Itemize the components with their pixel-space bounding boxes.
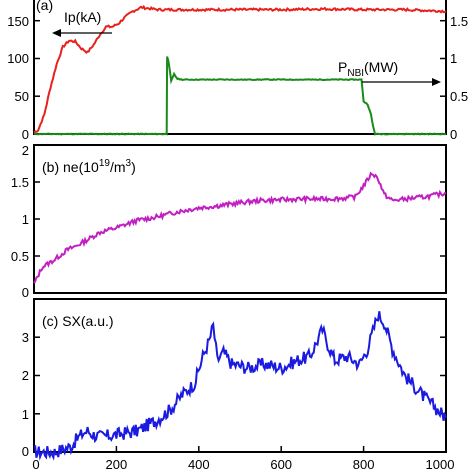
x-tick-label: 200 [106,457,128,472]
panel-c: (c) SX(a.u.) 0 1 2 3 0 200 400 600 800 1… [22,298,454,472]
panel-c-label: (c) SX(a.u.) [42,313,114,329]
pnbi-annotation: PNBI(MW) [338,59,441,86]
y-tick-label: 0 [22,444,29,459]
y-tick-label: 2 [22,143,29,158]
panel-c-y-ticks: 0 1 2 3 [22,330,446,459]
y-tick-label: 1.5 [11,175,29,190]
sx-series-line [33,311,447,461]
x-tick-label: 400 [188,457,210,472]
ne-label-main: ne(10 [63,159,99,175]
y-right-tick-label: 1.5 [450,14,468,29]
panel-b-tag: (b) [42,159,59,175]
pnbi-label-sub: NBI [347,68,364,79]
ne-label-sup1: 19 [99,158,111,169]
ip-label: Ip(kA) [64,9,101,25]
ne-series-line [33,171,446,284]
pnbi-series-line [33,56,447,136]
panel-a-frame [33,0,447,135]
ip-arrow-head [52,29,61,37]
panel-a: (a) 0 50 100 150 0 0.5 1 1.5 Ip(kA) [7,0,468,142]
pnbi-label: PNBI(MW) [338,59,398,79]
y-tick-label: 150 [7,14,29,29]
x-tick-label: 1000 [426,457,455,472]
pnbi-arrow-head [432,78,441,86]
x-axis-ticks: 0 200 400 600 800 1000 [32,446,454,472]
panel-b-label: (b) ne(1019/m3) [42,158,136,175]
ne-label-mid: /m [110,159,126,175]
panel-a-label: (a) [36,0,53,13]
y-tick-label: 1 [22,407,29,422]
y-right-tick-label: 1 [450,51,457,66]
x-tick-label: 0 [32,457,39,472]
panel-b: (b) ne(1019/m3) 0 0.5 1 1.5 2 [11,143,447,300]
y-right-tick-label: 0.5 [450,89,468,104]
ip-series-line [33,4,447,134]
pnbi-label-main: P [338,59,347,75]
y-tick-label: 3 [22,330,29,345]
y-tick-label: 0 [22,127,29,142]
y-tick-label: 0.5 [11,249,29,264]
pnbi-label-tail: (MW) [364,59,398,75]
y-tick-label: 1 [22,212,29,227]
panel-b-y-ticks: 0 0.5 1 1.5 2 [11,143,446,300]
y-tick-label: 0 [22,285,29,300]
y-right-tick-label: 0 [450,127,457,142]
x-tick-label: 800 [353,457,375,472]
panel-a-y-left-ticks: 0 50 100 150 [7,14,40,142]
y-tick-label: 50 [15,89,29,104]
x-tick-label: 600 [270,457,292,472]
y-tick-label: 2 [22,368,29,383]
ne-label-tail: ) [131,159,136,175]
panel-a-y-right-ticks: 0 0.5 1 1.5 [440,14,468,142]
panel-c-tag: (c) [42,313,58,329]
ne-label-sup2: 3 [126,158,132,169]
y-tick-label: 100 [7,51,29,66]
sx-label: SX(a.u.) [62,313,113,329]
ip-annotation: Ip(kA) [52,9,112,37]
